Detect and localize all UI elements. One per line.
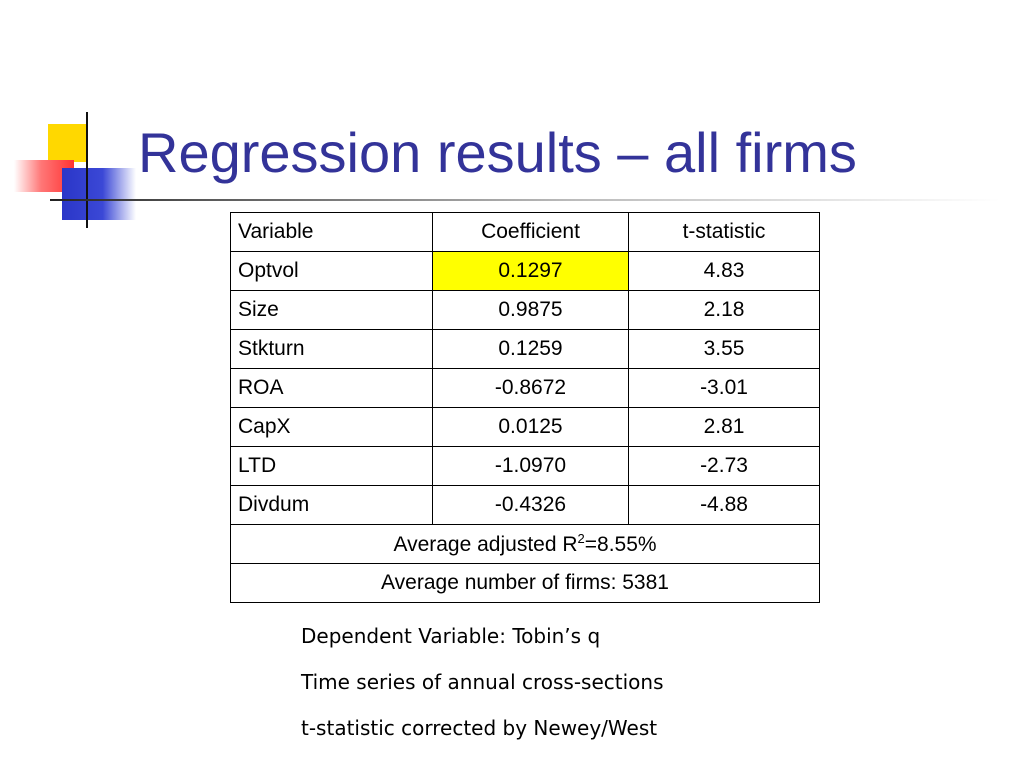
header-variable: Variable [230, 212, 433, 252]
title-divider-line [50, 199, 1000, 201]
r2-suffix: =8.55% [584, 533, 657, 556]
cell-variable: Divdum [230, 485, 433, 525]
cell-coefficient: 0.9875 [432, 290, 629, 330]
r2-prefix: Average adjusted R [393, 533, 578, 556]
table-row: Divdum -0.4326 -4.88 [230, 485, 820, 525]
cell-t-statistic: 3.55 [628, 329, 820, 369]
logo-blue-square [62, 168, 136, 220]
cell-variable: LTD [230, 446, 433, 486]
cell-coefficient: 0.1259 [432, 329, 629, 369]
cell-coefficient: 0.0125 [432, 407, 629, 447]
firms-row: Average number of firms: 5381 [230, 563, 820, 603]
cell-variable: CapX [230, 407, 433, 447]
note-newey-west: t-statistic corrected by Newey/West [301, 716, 658, 740]
header-coefficient: Coefficient [432, 212, 629, 252]
table-row: Size 0.9875 2.18 [230, 290, 820, 330]
r2-row: Average adjusted R2=8.55% [230, 524, 820, 564]
cell-t-statistic: 2.81 [628, 407, 820, 447]
cell-t-statistic: -2.73 [628, 446, 820, 486]
cell-t-statistic: 2.18 [628, 290, 820, 330]
header-t-statistic: t-statistic [628, 212, 820, 252]
note-time-series: Time series of annual cross-sections [301, 670, 664, 694]
cell-t-statistic: 4.83 [628, 251, 820, 291]
cell-t-statistic: -3.01 [628, 368, 820, 408]
table-row: ROA -0.8672 -3.01 [230, 368, 820, 408]
table-row: Optvol 0.1297 4.83 [230, 251, 820, 291]
table-row: CapX 0.0125 2.81 [230, 407, 820, 447]
table-row: LTD -1.0970 -2.73 [230, 446, 820, 486]
cell-t-statistic: -4.88 [628, 485, 820, 525]
slide-title: Regression results – all firms [138, 121, 857, 184]
r2-superscript: 2 [577, 531, 585, 546]
cell-variable: Stkturn [230, 329, 433, 369]
table-row: Stkturn 0.1259 3.55 [230, 329, 820, 369]
cell-coefficient-highlighted: 0.1297 [432, 251, 629, 291]
cell-variable: ROA [230, 368, 433, 408]
adjusted-r2-cell: Average adjusted R2=8.55% [230, 524, 820, 564]
regression-table: Variable Coefficient t-statistic Optvol … [230, 212, 820, 603]
logo-yellow-square [48, 124, 86, 162]
table-header-row: Variable Coefficient t-statistic [230, 212, 820, 252]
notes-block: Dependent Variable: Tobin’s q Time serie… [301, 622, 664, 760]
firms-count-cell: Average number of firms: 5381 [230, 563, 820, 603]
cell-coefficient: -1.0970 [432, 446, 629, 486]
cell-coefficient: -0.8672 [432, 368, 629, 408]
cell-variable: Optvol [230, 251, 433, 291]
note-dependent-variable: Dependent Variable: Tobin’s q [301, 624, 601, 648]
cell-coefficient: -0.4326 [432, 485, 629, 525]
logo-vertical-line [86, 112, 88, 228]
cell-variable: Size [230, 290, 433, 330]
